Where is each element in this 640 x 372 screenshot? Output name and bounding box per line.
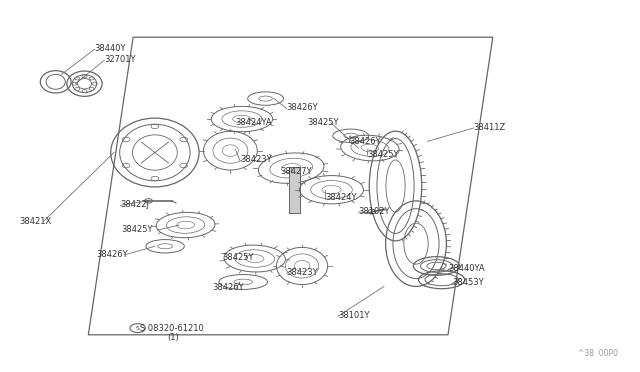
Text: 38426Y: 38426Y [212, 283, 244, 292]
Text: 38424Y: 38424Y [325, 193, 356, 202]
Text: 38102Y: 38102Y [358, 207, 390, 216]
Text: 38422J: 38422J [120, 200, 149, 209]
Text: 38426Y: 38426Y [96, 250, 127, 259]
Text: 38424YA: 38424YA [236, 118, 272, 127]
Text: 38421X: 38421X [19, 217, 51, 226]
Text: S: S [136, 326, 140, 331]
Text: 38427Y: 38427Y [280, 167, 312, 176]
Text: 38101Y: 38101Y [338, 311, 369, 320]
Text: 38440YA: 38440YA [448, 264, 484, 273]
Text: ^38  00P0: ^38 00P0 [578, 349, 618, 358]
Text: 38423Y: 38423Y [287, 268, 318, 277]
Text: 38425Y: 38425Y [122, 225, 153, 234]
Text: 38425Y: 38425Y [367, 150, 399, 159]
Text: (1): (1) [168, 333, 179, 342]
Text: 38411Z: 38411Z [474, 123, 506, 132]
Text: 32701Y: 32701Y [104, 55, 136, 64]
Text: S 08320-61210: S 08320-61210 [140, 324, 204, 333]
Text: 38426Y: 38426Y [287, 103, 318, 112]
Text: 38425Y: 38425Y [223, 253, 254, 262]
Text: 38423Y: 38423Y [240, 155, 271, 164]
Text: 38440Y: 38440Y [95, 44, 126, 53]
Bar [289, 167, 300, 213]
Text: 38425Y: 38425Y [307, 118, 339, 126]
Text: 38453Y: 38453Y [452, 278, 483, 287]
Text: 38426Y: 38426Y [349, 137, 381, 146]
